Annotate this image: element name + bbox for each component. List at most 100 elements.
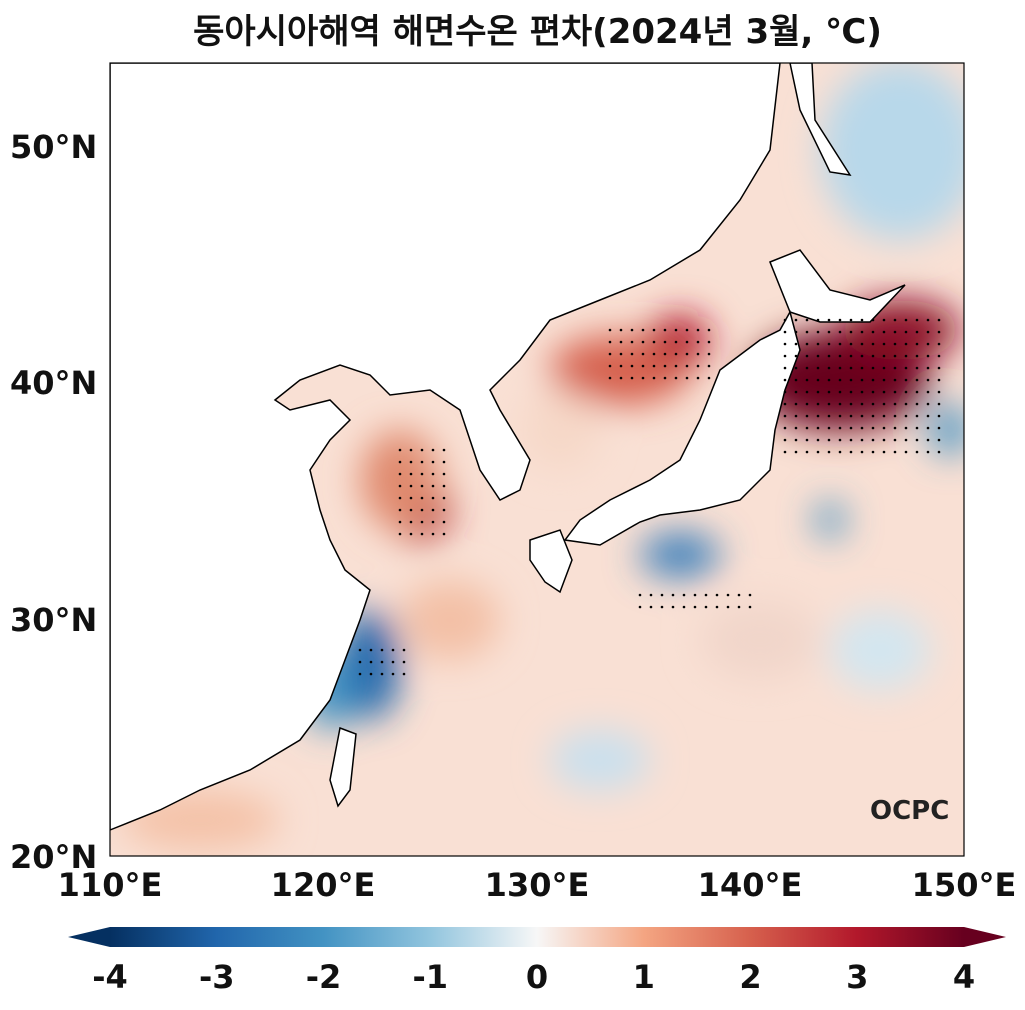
significance-dot — [849, 366, 853, 370]
significance-dot — [794, 402, 798, 406]
significance-dot — [871, 450, 875, 454]
significance-dot — [805, 426, 809, 430]
significance-dot — [827, 438, 831, 442]
significance-dot — [794, 366, 798, 370]
significance-dot — [937, 450, 941, 454]
significance-dot — [926, 342, 930, 346]
significance-dot — [816, 438, 820, 442]
significance-dot — [882, 342, 886, 346]
significance-dot — [926, 366, 930, 370]
land-asia — [110, 63, 781, 831]
colorbar-tick: 2 — [739, 958, 762, 996]
significance-dot — [696, 364, 700, 368]
anomaly-patch — [650, 315, 710, 365]
significance-dot — [671, 605, 675, 609]
significance-dot — [827, 366, 831, 370]
significance-dot — [805, 438, 809, 442]
map-frame — [109, 62, 965, 857]
significance-dot — [926, 450, 930, 454]
significance-dot — [904, 378, 908, 382]
significance-dot — [926, 330, 930, 334]
significance-dot — [926, 390, 930, 394]
significance-dot — [827, 354, 831, 358]
significance-dot — [641, 328, 645, 332]
anomaly-patch — [640, 533, 720, 577]
significance-dot — [860, 438, 864, 442]
anomaly-patch — [550, 730, 650, 790]
land-taiwan — [329, 726, 357, 808]
significance-dot — [794, 318, 798, 322]
significance-dot — [409, 472, 413, 476]
significance-dot — [369, 648, 373, 652]
significance-dot — [915, 414, 919, 418]
significance-dot — [619, 364, 623, 368]
significance-dot — [663, 376, 667, 380]
significance-dot — [369, 660, 373, 664]
significance-dot — [915, 378, 919, 382]
significance-dot — [816, 450, 820, 454]
significance-dot — [871, 342, 875, 346]
significance-dot — [783, 414, 787, 418]
significance-dot — [420, 508, 424, 512]
significance-dot — [893, 354, 897, 358]
lon-tick: 140°E — [697, 866, 803, 904]
colorbar-tick: 1 — [632, 958, 655, 996]
significance-dot — [398, 532, 402, 536]
significance-dot — [420, 460, 424, 464]
significance-dot — [663, 328, 667, 332]
significance-dot — [893, 342, 897, 346]
significance-dot — [860, 414, 864, 418]
significance-dot — [783, 318, 787, 322]
significance-dot — [696, 328, 700, 332]
significance-dot — [608, 376, 612, 380]
land-honshu — [563, 310, 801, 546]
significance-dot — [871, 378, 875, 382]
significance-dot — [649, 605, 653, 609]
lon-tick: 110°E — [57, 866, 163, 904]
significance-dot — [882, 390, 886, 394]
significance-dot — [926, 426, 930, 430]
significance-dot — [638, 605, 642, 609]
significance-dot — [685, 340, 689, 344]
significance-dot — [726, 593, 730, 597]
significance-dot — [420, 532, 424, 536]
significance-dot — [696, 376, 700, 380]
significance-dot — [926, 414, 930, 418]
significance-dot — [926, 354, 930, 358]
anomaly-patch — [830, 610, 930, 690]
significance-dot — [915, 438, 919, 442]
significance-dot — [805, 402, 809, 406]
anomaly-patch — [930, 405, 964, 455]
lat-tick: 50°N — [10, 128, 98, 166]
significance-dot — [915, 342, 919, 346]
significance-dot — [380, 672, 384, 676]
significance-dot — [893, 438, 897, 442]
significance-dot — [860, 426, 864, 430]
significance-dot — [926, 438, 930, 442]
significance-dot — [638, 593, 642, 597]
significance-dot — [748, 605, 752, 609]
significance-dot — [707, 352, 711, 356]
significance-dot — [442, 532, 446, 536]
significance-dot — [641, 376, 645, 380]
significance-dot — [409, 460, 413, 464]
significance-dot — [838, 378, 842, 382]
significance-dot — [420, 496, 424, 500]
significance-dot — [838, 402, 842, 406]
significance-dot — [783, 366, 787, 370]
significance-dot — [882, 378, 886, 382]
significance-dot — [619, 340, 623, 344]
significance-dot — [608, 352, 612, 356]
significance-dot — [442, 508, 446, 512]
significance-dot — [915, 426, 919, 430]
significance-dot — [794, 414, 798, 418]
significance-dot — [380, 660, 384, 664]
anomaly-patch — [340, 610, 400, 720]
significance-dot — [937, 318, 941, 322]
significance-dot — [871, 366, 875, 370]
significance-dot — [409, 484, 413, 488]
significance-dot — [630, 328, 634, 332]
colorbar-max-extend — [964, 927, 1006, 947]
significance-dot — [715, 593, 719, 597]
